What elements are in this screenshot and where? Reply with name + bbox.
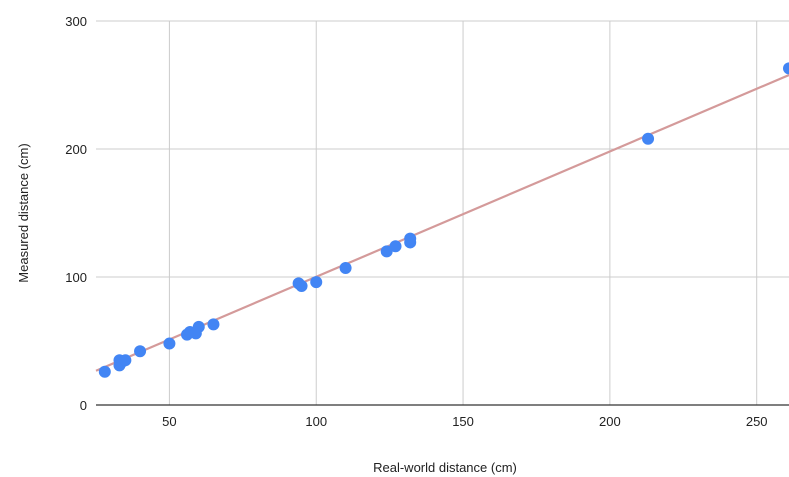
x-tick-label: 100 — [305, 414, 327, 429]
data-point — [404, 232, 417, 245]
x-axis-title: Real-world distance (cm) — [373, 460, 517, 475]
data-point — [134, 345, 147, 358]
data-point — [119, 354, 132, 367]
x-tick-label: 200 — [599, 414, 621, 429]
data-point — [163, 337, 176, 350]
data-points — [98, 62, 789, 378]
data-point — [389, 240, 402, 253]
y-tick-label: 0 — [80, 398, 87, 413]
y-tick-label: 300 — [65, 14, 87, 29]
data-point — [380, 245, 393, 258]
x-tick-label: 50 — [162, 414, 176, 429]
x-tick-label: 150 — [452, 414, 474, 429]
y-tick-label: 200 — [65, 142, 87, 157]
data-point — [310, 276, 323, 289]
y-tick-label: 100 — [65, 270, 87, 285]
data-point — [339, 262, 352, 275]
x-tick-label: 250 — [746, 414, 768, 429]
data-point — [192, 320, 205, 333]
data-point — [207, 318, 220, 331]
gridlines — [96, 20, 789, 405]
data-point — [783, 62, 789, 75]
data-point — [98, 365, 111, 378]
data-point — [642, 132, 655, 145]
tick-labels: 0 100 200 300 50 100 150 200 250 — [65, 14, 767, 429]
data-point — [295, 279, 308, 292]
y-axis-title: Measured distance (cm) — [16, 143, 31, 282]
